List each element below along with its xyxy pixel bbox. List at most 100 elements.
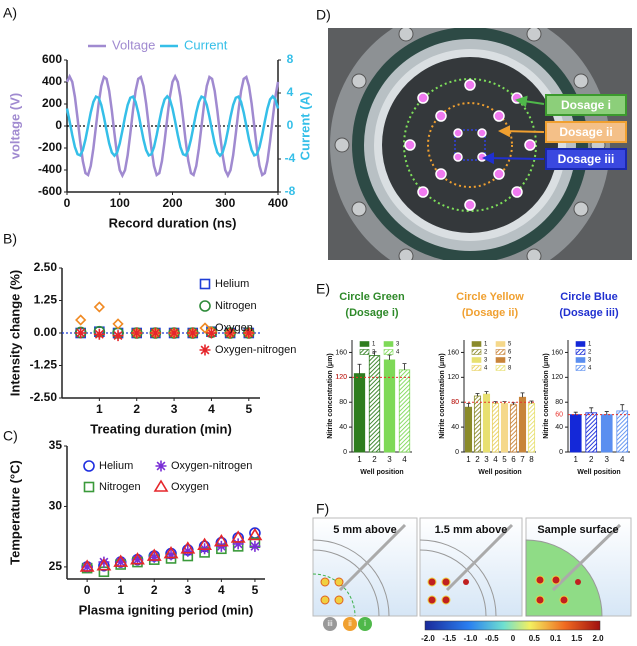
y-tick-label: -600: [38, 184, 62, 198]
x-tick-label: 3: [171, 402, 178, 416]
colorbar: [424, 620, 601, 631]
legend-swatch: [359, 349, 370, 355]
sim-nozzle: [551, 523, 622, 592]
simulation-maps: 5 mm above 1.5 mm above Sample surface: [312, 517, 632, 617]
x-tick-label: 100: [110, 196, 130, 210]
error-bar: [402, 363, 407, 370]
y-tick-label: -200: [38, 140, 62, 154]
marker: [79, 559, 95, 572]
region-label: iii: [327, 619, 333, 628]
dosage-label: Dosage i: [561, 98, 611, 112]
region-label: i: [364, 619, 366, 628]
marker: [230, 530, 246, 543]
sim-title: Sample surface: [537, 524, 618, 536]
y-tick-label: -400: [38, 162, 62, 176]
x-tick-label: 400: [268, 196, 288, 210]
marker: [146, 548, 162, 561]
y-tick-label: 160: [335, 349, 347, 356]
y-axis-title: Nitrite concentration (μm): [327, 353, 334, 439]
region-label: ii: [348, 619, 352, 628]
marker: [98, 556, 110, 568]
bar: [398, 369, 411, 453]
y-tick-label: 0: [559, 449, 563, 456]
x-tick-label: 3: [387, 455, 392, 464]
bar: [527, 403, 536, 453]
error-bar: [529, 400, 534, 404]
x-tick-label: 1: [117, 583, 124, 597]
marker: [232, 538, 244, 550]
marker: [81, 561, 93, 573]
bar: [518, 396, 527, 453]
legend-label: 4: [484, 366, 488, 372]
legend-label: 7: [508, 358, 512, 364]
ring-orange: [427, 102, 513, 188]
legend-swatch: [575, 365, 586, 371]
legend-marker: [153, 479, 169, 492]
marker: [205, 327, 217, 339]
arrow: [498, 125, 545, 138]
y-tick-label: 80: [555, 399, 563, 406]
y-tick-label: 120: [335, 374, 347, 381]
marker: [187, 327, 199, 339]
y2-tick-label: -8: [285, 184, 296, 198]
chart-subtitle: (Dosage i): [345, 307, 399, 319]
legend-label: 8: [508, 366, 512, 372]
colorbar-tick-label: 0.1: [550, 634, 562, 643]
sim-spots: [427, 577, 469, 605]
bar: [368, 355, 381, 453]
error-bar: [573, 411, 578, 415]
marker: [243, 327, 255, 339]
marker: [215, 540, 227, 552]
x-axis-title: Well position: [478, 469, 521, 476]
bar: [509, 404, 518, 453]
x-tick-label: 5: [245, 402, 252, 416]
bar: [616, 410, 629, 453]
x-tick-label: 2: [475, 455, 480, 464]
legend-label: Nitrogen: [215, 300, 257, 312]
y-tick-label: -1.25: [30, 358, 58, 372]
marker: [96, 558, 112, 571]
legend-swatch: [575, 349, 586, 355]
x-tick-label: 2: [133, 402, 140, 416]
legend-swatch: [471, 365, 482, 371]
marker: [93, 301, 105, 313]
bar: [491, 403, 500, 453]
y-tick-label: 0.00: [34, 325, 58, 339]
panel-label: F): [316, 501, 329, 517]
series-line: [65, 73, 280, 179]
photo: [328, 28, 632, 260]
sim-title: 1.5 mm above: [435, 524, 508, 536]
marker: [180, 541, 196, 554]
marker: [249, 540, 261, 552]
legend-marker: [199, 300, 211, 312]
arrow: [482, 152, 545, 165]
legend-swatch: [471, 357, 482, 363]
legend-label: 6: [508, 350, 512, 356]
dosage-box: [545, 94, 627, 116]
y-tick-label: 2.50: [34, 260, 58, 274]
x-tick-label: 3: [484, 455, 489, 464]
reference-label: 80: [451, 399, 459, 406]
marker: [115, 556, 127, 568]
y2-tick-label: 0: [287, 118, 294, 132]
y-tick-label: 30: [49, 499, 63, 513]
y-tick-label: -2.50: [30, 390, 58, 404]
x-tick-label: 0: [64, 196, 71, 210]
dosage-label: Dosage ii: [559, 125, 612, 139]
marker: [75, 314, 87, 326]
legend-label: 4: [396, 350, 400, 356]
legend-label: Nitrogen: [99, 481, 141, 493]
x-tick-label: 2: [372, 455, 377, 464]
x-tick-label: 8: [529, 455, 534, 464]
y-tick-label: 80: [451, 399, 459, 406]
y-tick-label: 0: [55, 118, 62, 132]
legend-label: 1: [484, 342, 488, 348]
legend-label: Helium: [215, 278, 249, 290]
x-tick-label: 5: [252, 583, 259, 597]
sim-spots: [320, 577, 344, 605]
reference-label: 120: [335, 374, 347, 381]
legend-swatch: [471, 349, 482, 355]
marker: [113, 554, 129, 567]
